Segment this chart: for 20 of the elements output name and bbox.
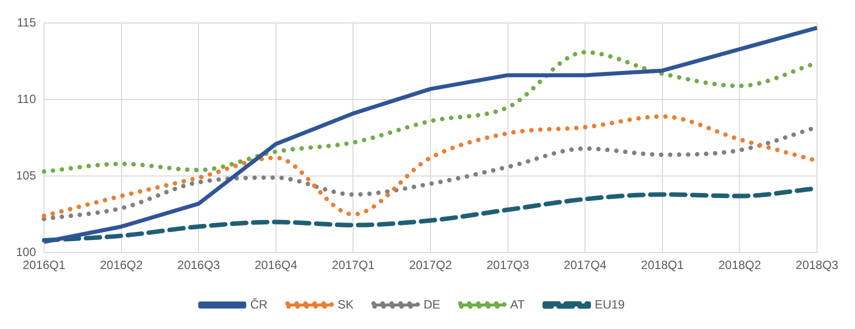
y-tick-label: 100 xyxy=(16,244,36,259)
x-tick-label: 2016Q4 xyxy=(254,258,298,272)
y-tick-label: 105 xyxy=(16,168,36,182)
legend-label: AT xyxy=(510,297,526,312)
y-tick-label: 115 xyxy=(16,16,36,30)
x-tick-label: 2017Q4 xyxy=(564,258,607,272)
x-tick-label: 2016Q2 xyxy=(100,258,143,272)
x-tick-label: 2018Q3 xyxy=(796,258,839,272)
legend-label: SK xyxy=(338,297,354,312)
x-tick-label: 2018Q2 xyxy=(718,258,762,272)
legend-label: EU19 xyxy=(594,297,626,312)
x-tick-label: 2018Q1 xyxy=(641,258,684,272)
y-tick-label: 110 xyxy=(16,92,36,106)
x-tick-label: 2017Q3 xyxy=(486,258,530,272)
x-tick-label: 2016Q3 xyxy=(177,258,220,272)
x-tick-label: 2016Q1 xyxy=(22,258,66,272)
legend-label: ČR xyxy=(250,297,268,312)
x-tick-label: 2017Q1 xyxy=(332,258,375,272)
x-tick-label: 2017Q2 xyxy=(409,258,452,272)
legend-label: DE xyxy=(424,297,440,312)
